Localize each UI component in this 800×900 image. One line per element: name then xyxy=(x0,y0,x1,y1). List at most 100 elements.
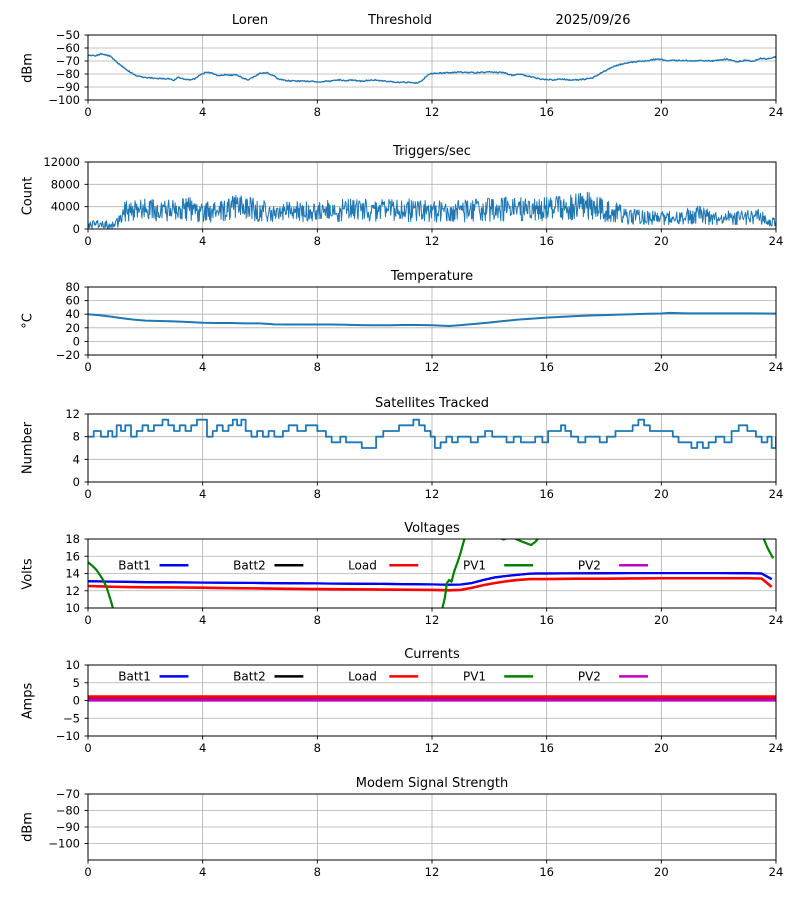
svg-text:10: 10 xyxy=(65,601,80,615)
svg-text:24: 24 xyxy=(769,360,784,374)
svg-text:8: 8 xyxy=(314,105,321,119)
svg-text:10: 10 xyxy=(65,658,80,672)
svg-text:Batt1: Batt1 xyxy=(118,558,151,572)
svg-text:−10: −10 xyxy=(56,729,80,743)
svg-text:12: 12 xyxy=(425,234,440,248)
x-ticks: 0 4 8 12 16 20 24 xyxy=(84,608,783,627)
svg-text:−100: −100 xyxy=(48,93,80,107)
svg-text:4: 4 xyxy=(199,487,206,501)
svg-text:0: 0 xyxy=(73,475,80,489)
svg-text:−50: −50 xyxy=(56,28,80,42)
modem-plot: 0 4 8 12 16 20 24 −70 −80 −90 −100 xyxy=(48,787,783,879)
svg-text:20: 20 xyxy=(654,487,669,501)
svg-text:4: 4 xyxy=(199,360,206,374)
chart-title-temperature: Temperature xyxy=(390,269,474,284)
svg-text:16: 16 xyxy=(539,487,554,501)
svg-text:20: 20 xyxy=(65,321,80,335)
svg-text:20: 20 xyxy=(654,105,669,119)
svg-text:−5: −5 xyxy=(63,711,80,725)
svg-text:0: 0 xyxy=(84,234,91,248)
x-ticks: 0 4 8 12 16 20 24 xyxy=(84,482,783,501)
svg-text:12: 12 xyxy=(425,105,440,119)
svg-text:Batt2: Batt2 xyxy=(233,670,266,684)
svg-text:0: 0 xyxy=(84,741,91,755)
svg-text:20: 20 xyxy=(654,360,669,374)
svg-text:PV1: PV1 xyxy=(463,670,486,684)
svg-text:0: 0 xyxy=(84,105,91,119)
svg-text:8: 8 xyxy=(314,234,321,248)
svg-text:20: 20 xyxy=(654,741,669,755)
svg-text:16: 16 xyxy=(539,741,554,755)
figure-date: 2025/09/26 xyxy=(555,13,631,28)
svg-text:4: 4 xyxy=(73,452,80,466)
svg-text:Load: Load xyxy=(348,558,377,572)
satellites-plot: 0 4 8 12 16 20 24 0 4 8 12 xyxy=(65,407,783,501)
svg-text:Load: Load xyxy=(348,670,377,684)
series-group xyxy=(88,191,776,229)
svg-text:0: 0 xyxy=(73,334,80,348)
svg-text:16: 16 xyxy=(539,105,554,119)
svg-text:0: 0 xyxy=(73,222,80,236)
y-ticks: 0 4 8 12 xyxy=(65,407,88,489)
svg-text:40: 40 xyxy=(65,307,80,321)
svg-text:16: 16 xyxy=(65,549,80,563)
svg-text:−60: −60 xyxy=(56,41,80,55)
svg-text:5: 5 xyxy=(73,676,80,690)
chart-title-triggers: Triggers/sec xyxy=(393,144,471,159)
svg-text:60: 60 xyxy=(65,294,80,308)
series-group xyxy=(88,695,776,702)
chart-title-modem: Modem Signal Strength xyxy=(355,776,509,791)
svg-text:8: 8 xyxy=(314,741,321,755)
series-group xyxy=(88,52,776,85)
svg-text:Batt2: Batt2 xyxy=(233,558,266,572)
svg-text:4: 4 xyxy=(199,613,206,627)
x-ticks: 0 4 8 12 16 20 24 xyxy=(84,100,783,119)
svg-text:20: 20 xyxy=(654,234,669,248)
svg-text:20: 20 xyxy=(654,865,669,879)
x-ticks: 0 4 8 12 16 20 24 xyxy=(84,860,783,879)
svg-text:4000: 4000 xyxy=(51,200,80,214)
svg-text:4: 4 xyxy=(199,741,206,755)
svg-text:12: 12 xyxy=(425,741,440,755)
svg-text:0: 0 xyxy=(73,694,80,708)
svg-text:PV1: PV1 xyxy=(463,558,486,572)
svg-text:0: 0 xyxy=(84,865,91,879)
svg-text:PV2: PV2 xyxy=(578,670,601,684)
svg-text:−20: −20 xyxy=(56,348,80,362)
svg-text:−70: −70 xyxy=(56,54,80,68)
svg-text:16: 16 xyxy=(539,234,554,248)
svg-text:8: 8 xyxy=(314,360,321,374)
chart-title-currents: Currents xyxy=(404,647,460,662)
svg-text:16: 16 xyxy=(539,613,554,627)
svg-text:12: 12 xyxy=(425,360,440,374)
svg-text:8000: 8000 xyxy=(51,177,80,191)
svg-text:−90: −90 xyxy=(56,80,80,94)
svg-text:14: 14 xyxy=(65,567,80,581)
svg-text:18: 18 xyxy=(65,532,80,546)
svg-text:16: 16 xyxy=(539,865,554,879)
svg-text:24: 24 xyxy=(769,741,784,755)
y-ticks: 10 12 14 16 18 xyxy=(65,532,88,615)
svg-text:4: 4 xyxy=(199,234,206,248)
x-ticks: 0 4 8 12 16 20 24 xyxy=(84,736,783,755)
chart-title-voltages: Voltages xyxy=(404,521,460,536)
svg-text:24: 24 xyxy=(769,613,784,627)
svg-text:0: 0 xyxy=(84,360,91,374)
y-ticks: −50−60−70−80−90−100 xyxy=(48,28,88,107)
svg-text:PV2: PV2 xyxy=(578,558,601,572)
x-ticks: 0 4 8 12 16 20 24 xyxy=(84,355,783,374)
series-group xyxy=(88,539,775,608)
triggers-plot: 0 4 8 12 16 20 24 0 4000 8000 12000 xyxy=(43,155,783,248)
svg-text:12: 12 xyxy=(65,407,80,421)
svg-text:0: 0 xyxy=(84,487,91,501)
figure-title: Threshold xyxy=(367,13,433,28)
svg-text:−70: −70 xyxy=(56,787,80,801)
x-ticks: 0 4 8 12 16 20 24 xyxy=(84,229,783,248)
svg-text:8: 8 xyxy=(73,430,80,444)
svg-text:12: 12 xyxy=(425,865,440,879)
currents-plot: Batt1 Batt2 Load PV1 PV2 0 4 8 12 16 20 24 −10 −5 0 5 10 xyxy=(56,658,784,755)
legend: Batt1 Batt2 Load PV1 PV2 xyxy=(118,558,649,572)
